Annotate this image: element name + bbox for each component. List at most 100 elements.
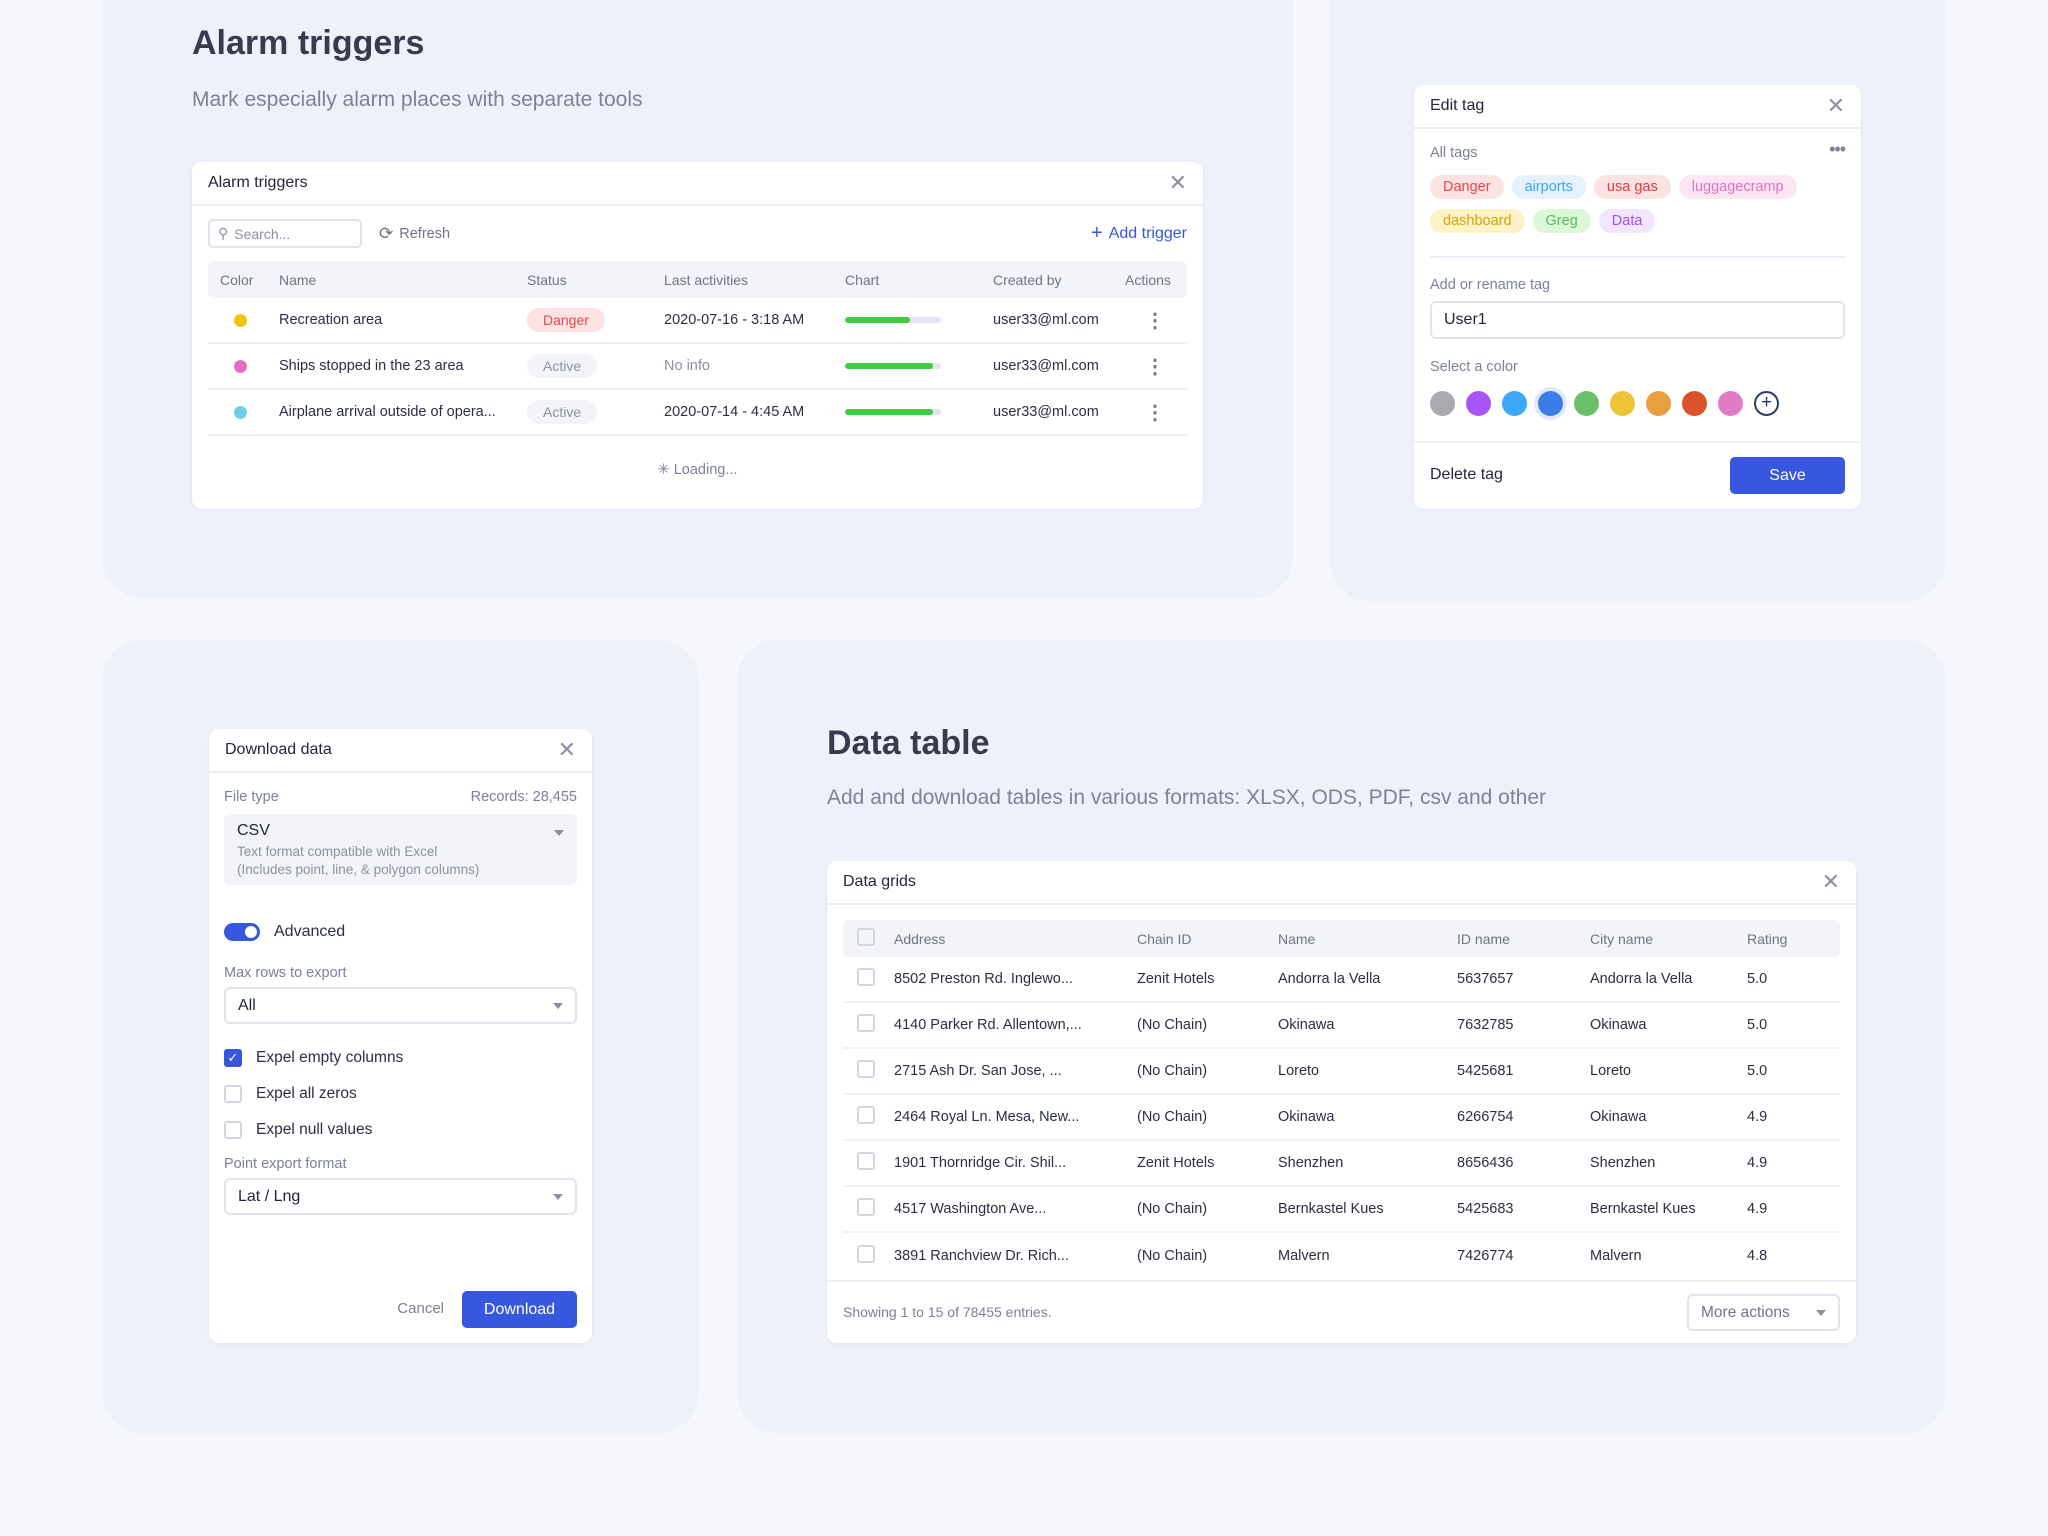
- point-format-select[interactable]: Lat / Lng: [224, 1178, 577, 1215]
- alarm-triggers-card: Alarm triggers ✕ ⚲ Search... ⟳ Refresh +…: [192, 162, 1203, 509]
- column-header: Last activities: [664, 271, 749, 288]
- address-cell: 4140 Parker Rd. Allentown,...: [894, 1017, 1082, 1033]
- close-icon[interactable]: ✕: [1821, 869, 1840, 894]
- table-row[interactable]: Ships stopped in the 23 area Active No inf…: [208, 344, 1187, 390]
- tag-chip[interactable]: Danger: [1430, 175, 1504, 199]
- column-header[interactable]: ID name: [1457, 930, 1510, 947]
- row-checkbox[interactable]: [843, 1014, 894, 1036]
- color-swatch[interactable]: [1610, 391, 1635, 416]
- more-options-icon[interactable]: •••: [1829, 139, 1846, 159]
- status-badge: Active: [527, 400, 598, 424]
- data-section-subtitle: Add and download tables in various forma…: [827, 786, 1547, 809]
- delete-tag-button[interactable]: Delete tag: [1430, 466, 1503, 483]
- download-button[interactable]: Download: [462, 1291, 577, 1328]
- table-row[interactable]: Airplane arrival outside of opera... Acti…: [208, 390, 1187, 436]
- file-type-select[interactable]: CSV Text format compatible with Excel (I…: [224, 814, 577, 885]
- search-input[interactable]: ⚲ Search...: [208, 219, 362, 248]
- more-actions-dropdown[interactable]: More actions: [1687, 1294, 1840, 1331]
- option-label: Expel empty columns: [256, 1049, 404, 1066]
- chevron-down-icon: [1816, 1309, 1826, 1316]
- table-row[interactable]: 1901 Thornridge Cir. Shil... Zenit Hotels…: [843, 1141, 1840, 1187]
- close-icon[interactable]: ✕: [1826, 93, 1845, 118]
- advanced-label: Advanced: [274, 923, 346, 940]
- rating-cell: 4.8: [1747, 1248, 1768, 1264]
- save-button[interactable]: Save: [1730, 457, 1845, 494]
- more-vertical-icon[interactable]: ⋮: [1145, 401, 1165, 424]
- tag-chip[interactable]: Greg: [1532, 209, 1591, 233]
- color-swatch[interactable]: [1574, 391, 1599, 416]
- add-trigger-button[interactable]: + Add trigger: [1091, 222, 1187, 245]
- search-placeholder: Search...: [234, 225, 291, 242]
- export-options: ✓ Expel empty columns Expel all zeros Expel…: [224, 1040, 403, 1148]
- column-header[interactable]: Name: [1278, 930, 1316, 947]
- row-checkbox[interactable]: [843, 1198, 894, 1220]
- close-icon[interactable]: ✕: [557, 737, 576, 762]
- checkbox[interactable]: [224, 1085, 242, 1103]
- chain-id-cell: (No Chain): [1137, 1109, 1208, 1125]
- color-swatch[interactable]: [1682, 391, 1707, 416]
- divider: [1414, 441, 1861, 443]
- tag-chip[interactable]: Data: [1598, 209, 1656, 233]
- tag-chip[interactable]: airports: [1511, 175, 1586, 199]
- table-row[interactable]: 2715 Ash Dr. San Jose, ... (No Chain) Lore…: [843, 1049, 1840, 1095]
- status-cell: Active: [527, 354, 664, 378]
- name-cell: Okinawa: [1278, 1109, 1335, 1125]
- rename-label: Add or rename tag: [1430, 277, 1551, 293]
- column-header[interactable]: Address: [894, 930, 946, 947]
- id-name-cell: 6266754: [1457, 1109, 1514, 1125]
- progress-fill: [845, 317, 911, 323]
- row-checkbox[interactable]: [843, 1106, 894, 1128]
- column-header[interactable]: Rating: [1747, 930, 1788, 947]
- checkbox-option[interactable]: Expel all zeros: [224, 1076, 403, 1112]
- max-rows-select[interactable]: All: [224, 987, 577, 1024]
- color-swatch[interactable]: [1502, 391, 1527, 416]
- color-swatch[interactable]: [1430, 391, 1455, 416]
- tag-chip[interactable]: dashboard: [1430, 209, 1525, 233]
- color-swatch[interactable]: [1466, 391, 1491, 416]
- name-cell: Airplane arrival outside of opera...: [279, 404, 496, 420]
- table-row[interactable]: 8502 Preston Rd. Inglewo... Zenit Hotels A…: [843, 957, 1840, 1003]
- add-color-icon[interactable]: +: [1754, 391, 1779, 416]
- toggle-switch[interactable]: [224, 923, 260, 941]
- rating-cell: 5.0: [1747, 1063, 1768, 1079]
- more-vertical-icon[interactable]: ⋮: [1145, 309, 1165, 332]
- refresh-icon: ⟳: [379, 224, 394, 243]
- column-header[interactable]: Chain ID: [1137, 930, 1192, 947]
- table-row[interactable]: 3891 Ranchview Dr. Rich... (No Chain) Malv…: [843, 1233, 1840, 1279]
- max-rows-value: All: [238, 996, 256, 1014]
- column-header[interactable]: City name: [1590, 930, 1654, 947]
- table-row[interactable]: 4140 Parker Rd. Allentown,... (No Chain) O…: [843, 1003, 1840, 1049]
- color-swatch-selected[interactable]: [1538, 391, 1563, 416]
- close-icon[interactable]: ✕: [1168, 170, 1187, 195]
- color-swatch[interactable]: [1646, 391, 1671, 416]
- progress-fill: [845, 409, 934, 415]
- tag-chip[interactable]: luggagecramp: [1678, 175, 1797, 199]
- table-row[interactable]: Recreation area Danger 2020-07-16 - 3:18 A…: [208, 298, 1187, 344]
- row-checkbox[interactable]: [843, 1152, 894, 1174]
- tag-name-input[interactable]: User1: [1430, 301, 1845, 339]
- table-row[interactable]: 2464 Royal Ln. Mesa, New... (No Chain) Oki…: [843, 1095, 1840, 1141]
- advanced-toggle[interactable]: Advanced: [224, 923, 345, 941]
- cancel-button[interactable]: Cancel: [397, 1300, 444, 1317]
- select-all-checkbox[interactable]: [843, 928, 894, 949]
- checkbox-option[interactable]: ✓ Expel empty columns: [224, 1040, 403, 1076]
- more-vertical-icon[interactable]: ⋮: [1145, 355, 1165, 378]
- tag-chip[interactable]: usa gas: [1593, 175, 1671, 199]
- address-cell: 8502 Preston Rd. Inglewo...: [894, 971, 1073, 987]
- checkbox-checked[interactable]: ✓: [224, 1049, 242, 1067]
- color-swatch[interactable]: [1718, 391, 1743, 416]
- row-checkbox[interactable]: [843, 1245, 894, 1267]
- divider: [1430, 256, 1845, 258]
- progress-bar: [845, 317, 941, 323]
- chain-id-cell: Zenit Hotels: [1137, 1155, 1215, 1171]
- checkbox-option[interactable]: Expel null values: [224, 1112, 403, 1148]
- chevron-down-icon: [554, 830, 564, 836]
- table-row[interactable]: 4517 Washington Ave... (No Chain) Bernkast…: [843, 1187, 1840, 1233]
- search-icon: ⚲: [218, 225, 229, 241]
- column-header: Actions: [1125, 271, 1171, 288]
- refresh-button[interactable]: ⟳ Refresh: [379, 224, 450, 244]
- row-checkbox[interactable]: [843, 1060, 894, 1082]
- file-type-label: File type: [224, 789, 279, 805]
- row-checkbox[interactable]: [843, 968, 894, 990]
- checkbox[interactable]: [224, 1121, 242, 1139]
